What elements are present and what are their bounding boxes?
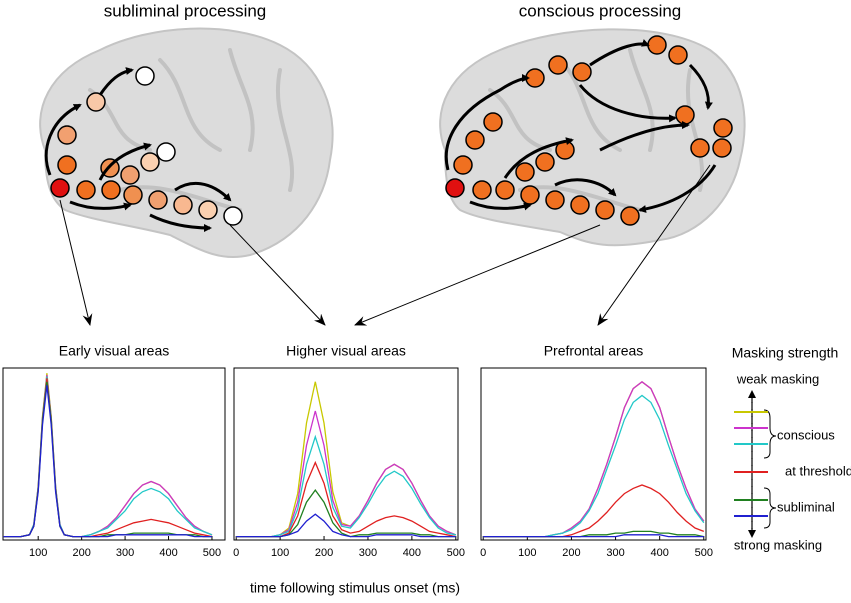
x-tick-label: 300 [116,547,134,559]
plot-frame [2,367,226,541]
brain-right [439,28,746,247]
connectors [59,164,711,326]
brace [763,409,777,459]
brace [763,487,777,529]
panel-title: Prefrontal areas [544,343,644,359]
x-tick-label: 500 [695,547,713,559]
brain-title: subliminal processing [104,1,267,20]
series-line [483,534,704,538]
x-tick-label: 100 [271,547,289,559]
plot-frame [480,367,707,541]
x-tick-label: 400 [650,547,668,559]
right-nodes [445,35,733,226]
legend-group: at threshold [785,463,851,478]
x-tick-label: 200 [315,547,333,559]
series-line [236,513,456,538]
legend-group: conscious [777,427,835,442]
x-tick-label: 200 [562,547,580,559]
x-tick-label: 500 [203,547,221,559]
legend-title: Masking strength [732,345,839,361]
x-tick-label: 200 [72,547,90,559]
x-tick-label: 0 [233,547,239,559]
x-tick-label: 500 [447,547,465,559]
left-nodes [50,66,243,226]
brain-left [39,27,334,259]
x-tick-label: 300 [606,547,624,559]
x-tick-label: 100 [518,547,536,559]
x-tick-label: 300 [359,547,377,559]
panel-title: Higher visual areas [286,343,406,359]
legend-bottom: strong masking [734,537,822,552]
legend-group: subliminal [777,499,835,514]
x-tick-label: 0 [480,547,486,559]
x-tick-label: 400 [403,547,421,559]
plot-frame [233,367,459,541]
series-line [3,385,212,538]
x-axis-label: time following stimulus onset (ms) [250,580,460,596]
brain-title: conscious processing [519,1,682,20]
panel-title: Early visual areas [59,343,170,359]
x-tick-label: 100 [29,547,47,559]
x-tick-label: 400 [159,547,177,559]
legend-top: weak masking [736,371,819,386]
